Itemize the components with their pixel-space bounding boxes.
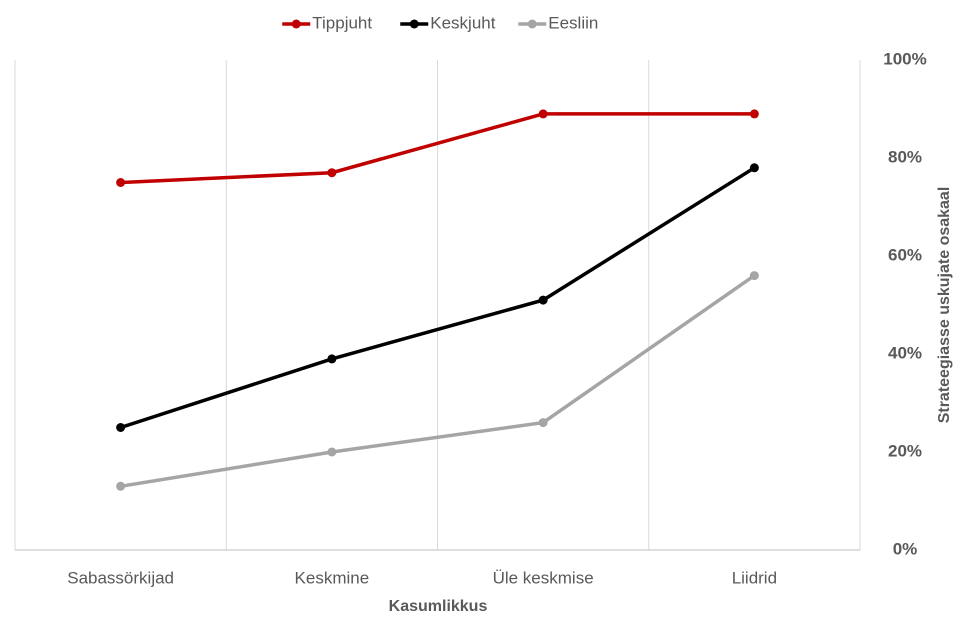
- y-tick-label: 40%: [888, 343, 922, 362]
- x-axis-title: Kasumlikkus: [389, 598, 488, 615]
- y-tick-label: 0%: [893, 539, 918, 558]
- legend-label: Keskjuht: [430, 13, 495, 32]
- x-tick-label: Keskmine: [295, 568, 370, 587]
- legend-label: Eesliin: [548, 13, 598, 32]
- data-point: [538, 109, 548, 119]
- y-axis-title: Strateegiasse uskujate osakaal: [936, 187, 953, 424]
- data-point: [327, 447, 337, 457]
- data-point: [538, 295, 548, 305]
- data-point: [749, 163, 759, 173]
- data-point: [116, 178, 126, 187]
- series-line: [120, 274, 756, 489]
- legend-marker: [291, 19, 301, 29]
- series-line: [120, 112, 755, 185]
- x-tick-label: Üle keskmise: [493, 568, 594, 587]
- legend-marker: [409, 19, 419, 29]
- y-tick-label: 20%: [888, 441, 922, 460]
- data-point: [749, 109, 759, 119]
- x-tick-label: Liidrid: [732, 568, 777, 587]
- y-tick-label: 60%: [888, 245, 922, 264]
- data-point: [327, 354, 337, 364]
- legend-label: Tippjuht: [312, 13, 372, 32]
- y-tick-label: 100%: [883, 49, 926, 68]
- data-point: [327, 168, 337, 178]
- legend-marker: [527, 19, 537, 29]
- data-point: [116, 423, 126, 432]
- data-point: [116, 481, 126, 491]
- x-tick-label: Sabassörkijad: [67, 568, 174, 587]
- data-point: [749, 271, 759, 281]
- series-line: [120, 166, 756, 430]
- data-point: [538, 418, 548, 428]
- y-tick-label: 80%: [888, 147, 922, 166]
